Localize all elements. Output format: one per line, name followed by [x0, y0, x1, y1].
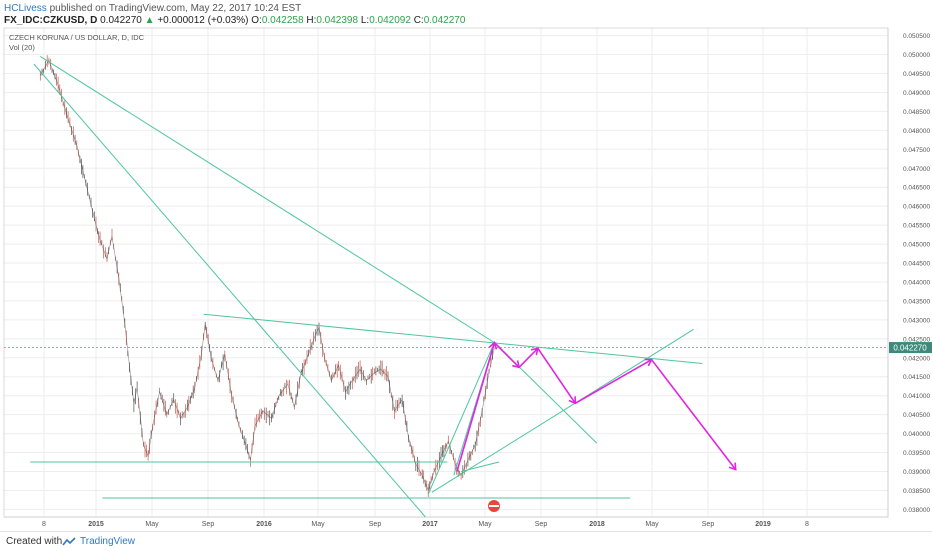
- y-tick-label: 0.045000: [903, 242, 930, 249]
- price-line: [40, 59, 495, 492]
- y-tick-label: 0.046000: [903, 204, 930, 211]
- tradingview-brand-link[interactable]: TradingView: [80, 536, 136, 547]
- symbol-label: FX_IDC:CZKUSD, D: [4, 15, 98, 26]
- last-price-tag: 0.042270: [889, 342, 932, 354]
- close-value: 0.042270: [423, 15, 466, 26]
- x-tick-label: May: [478, 521, 492, 528]
- trendline: [33, 63, 426, 518]
- y-tick-label: 0.038500: [903, 488, 930, 495]
- y-tick-label: 0.049500: [903, 71, 930, 78]
- change-up-icon: ▲: [144, 15, 155, 26]
- projection-segment: [574, 358, 652, 404]
- y-tick-label: 0.041000: [903, 393, 930, 400]
- projection-segment: [518, 347, 539, 368]
- projection-arrowhead: [568, 396, 577, 405]
- author-link[interactable]: HCLivess: [4, 3, 47, 14]
- close-label: C:: [413, 15, 424, 26]
- volume-legend: Vol (20): [9, 43, 35, 52]
- y-tick-label: 0.040500: [903, 412, 930, 419]
- y-tick-label: 0.039500: [903, 450, 930, 457]
- projection-segment: [650, 359, 737, 471]
- trendline: [39, 56, 495, 344]
- x-tick-label: 2019: [755, 521, 771, 528]
- chart-header: HCLivess published on TradingView.com, M…: [0, 0, 932, 28]
- projection-segment: [537, 347, 576, 404]
- price-series: [39, 55, 495, 497]
- plot-area-border: [3, 27, 889, 518]
- projection-arrowhead: [488, 341, 498, 350]
- x-tick-label: May: [311, 521, 325, 528]
- x-tick-label: Sep: [369, 521, 382, 528]
- event-flag-icon[interactable]: [488, 500, 500, 512]
- x-tick-label: Sep: [535, 521, 548, 528]
- y-tick-label: 0.038000: [903, 507, 930, 514]
- tradingview-logo-icon: [62, 537, 76, 546]
- x-tick-label: May: [145, 521, 159, 528]
- price-chart[interactable]: 0.050500 0.050000 0.049500 0.049000 0.048500…: [0, 0, 932, 531]
- projection-arrowhead: [530, 347, 539, 356]
- y-tick-label: 0.042000: [903, 355, 930, 362]
- y-tick-label: 0.044000: [903, 279, 930, 286]
- ohlc-line: FX_IDC:CZKUSD, D 0.042270 ▲ +0.000012 (+…: [4, 15, 465, 26]
- y-tick-label: 0.049000: [903, 90, 930, 97]
- trendline: [427, 342, 495, 495]
- chart-grid: [4, 28, 888, 517]
- high-label: H:: [306, 15, 317, 26]
- low-label: L:: [360, 15, 370, 26]
- projection-arrowhead: [512, 360, 521, 369]
- created-with-text: Created with: [6, 536, 63, 547]
- projection-arrowhead: [728, 462, 737, 471]
- x-tick-label: Sep: [202, 521, 215, 528]
- open-value: 0.042258: [261, 15, 304, 26]
- x-tick-label: 8: [42, 521, 46, 528]
- y-tick-label: 0.043000: [903, 317, 930, 324]
- projection-path[interactable]: [456, 341, 737, 472]
- open-label: O:: [251, 15, 262, 26]
- y-tick-label: 0.050000: [903, 52, 930, 59]
- x-tick-label: May: [645, 521, 659, 528]
- change-value: +0.000012 (+0.03%): [157, 15, 249, 26]
- y-tick-label: 0.043500: [903, 298, 930, 305]
- y-tick-label: 0.041500: [903, 374, 930, 381]
- x-tick-label: Sep: [702, 521, 715, 528]
- footer: Created with TradingView: [0, 531, 932, 551]
- x-tick-label: 2018: [589, 521, 605, 528]
- x-tick-label: 8: [805, 521, 809, 528]
- publish-line: HCLivess published on TradingView.com, M…: [4, 3, 301, 14]
- y-tick-label: 0.045500: [903, 223, 930, 230]
- last-price: 0.042270: [100, 15, 142, 26]
- trendline: [431, 328, 694, 493]
- price-axis: 0.050500 0.050000 0.049500 0.049000 0.048500…: [903, 33, 930, 514]
- y-tick-label: 0.047500: [903, 147, 930, 154]
- y-tick-label: 0.047000: [903, 166, 930, 173]
- chart-legend-title: CZECH KORUNA / US DOLLAR, D, IDC: [9, 33, 145, 42]
- y-tick-label: 0.048500: [903, 109, 930, 116]
- y-tick-label: 0.050500: [903, 33, 930, 40]
- last-price-tag-text: 0.042270: [893, 343, 927, 352]
- published-text: published on TradingView.com, May 22, 20…: [49, 3, 302, 14]
- y-tick-label: 0.048000: [903, 128, 930, 135]
- projection-segment: [493, 342, 520, 368]
- y-tick-label: 0.039000: [903, 469, 930, 476]
- x-tick-label: 2015: [88, 521, 104, 528]
- y-tick-label: 0.042500: [903, 336, 930, 343]
- projection-segment: [456, 342, 496, 472]
- y-tick-label: 0.044500: [903, 261, 930, 268]
- low-value: 0.042092: [369, 15, 411, 26]
- y-tick-label: 0.040000: [903, 431, 930, 438]
- x-tick-label: 2016: [256, 521, 272, 528]
- x-tick-label: 2017: [422, 521, 438, 528]
- high-value: 0.042398: [316, 15, 359, 26]
- trendline: [460, 461, 500, 472]
- y-tick-label: 0.046500: [903, 185, 930, 192]
- trendlines[interactable]: [30, 56, 703, 518]
- time-axis: 8 2015 May Sep 2016 May Sep 2017 May Sep 2018 May Se…: [42, 521, 809, 528]
- trendline: [203, 313, 703, 364]
